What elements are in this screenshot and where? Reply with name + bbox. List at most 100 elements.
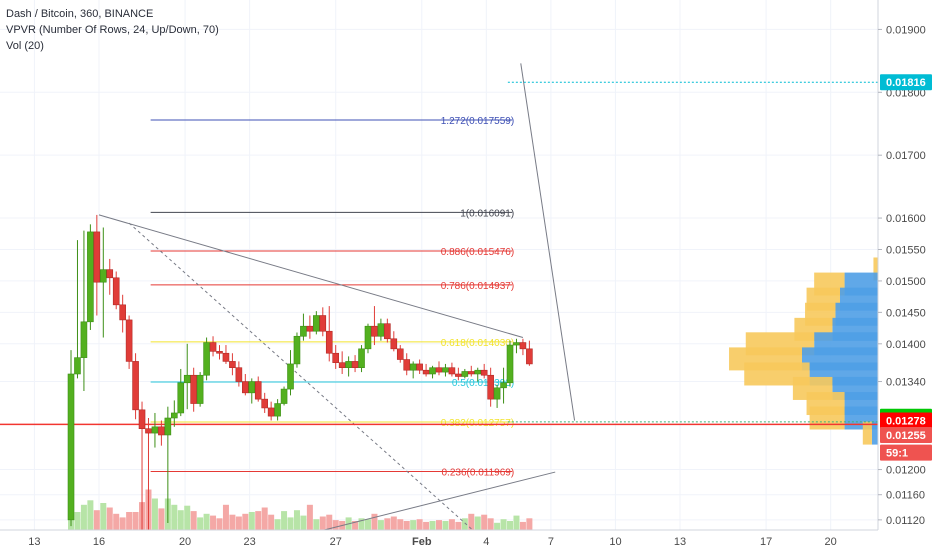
candle-body — [461, 371, 469, 377]
volume-bar — [261, 507, 268, 530]
candle-body — [351, 361, 359, 368]
vpvr-up — [871, 421, 878, 445]
candle-body — [280, 388, 288, 404]
vpvr-down — [873, 257, 878, 281]
price-badge — [880, 74, 932, 91]
price-tick-label: 0.01200 — [886, 465, 926, 477]
volume-bar — [190, 511, 197, 530]
volume-bar — [384, 518, 391, 530]
candle-body — [67, 373, 75, 521]
price-tick-label: 0.01550 — [886, 244, 926, 256]
candle-body — [80, 321, 88, 358]
time-tick-label: 27 — [330, 536, 342, 548]
price-tick-label: 0.01700 — [886, 150, 926, 162]
candle-body — [254, 381, 262, 400]
candle-body — [403, 359, 411, 371]
volume-bar — [203, 513, 210, 530]
volume-bar — [80, 504, 87, 530]
candle-body — [377, 323, 385, 337]
candle-body — [158, 426, 165, 436]
legend-symbol[interactable]: Dash / Bitcoin, 360, BINANCE — [6, 8, 154, 20]
candle-body — [287, 363, 294, 390]
grid-lines — [0, 0, 878, 530]
candle-body — [196, 374, 204, 404]
volume-bar — [371, 513, 378, 530]
candle-body — [132, 361, 139, 411]
volume-bar — [93, 510, 100, 530]
candle-body — [455, 373, 462, 377]
price-badge — [880, 444, 932, 461]
volume-bar — [507, 521, 514, 530]
volume-bar — [197, 517, 204, 530]
trendlines — [98, 63, 576, 550]
volume-bar — [242, 513, 249, 530]
volume-bar — [468, 513, 475, 530]
candle-body — [87, 231, 94, 323]
volume-bar — [119, 517, 126, 530]
volume-bar — [306, 504, 313, 530]
price-badge-label: 59:1 — [886, 448, 908, 460]
volume-bar — [332, 520, 339, 530]
volume-bar — [429, 521, 436, 530]
volume-bar — [513, 515, 520, 530]
candle-body — [390, 338, 398, 350]
price-badge — [880, 412, 932, 429]
candle-body — [435, 367, 443, 373]
volume-bar — [158, 508, 165, 530]
volume-bar — [216, 518, 223, 530]
legend-volume[interactable]: Vol (20) — [6, 40, 44, 52]
time-tick-label: 7 — [548, 536, 554, 548]
volume-bar — [210, 515, 217, 530]
candle-body — [235, 367, 243, 382]
fib-level-label: 0.5(0.013393) — [452, 378, 514, 389]
time-tick-label: 16 — [93, 536, 105, 548]
candle-body — [480, 369, 488, 376]
volume-bar — [184, 505, 191, 530]
candle-body — [422, 369, 430, 375]
time-tick-label: 23 — [244, 536, 256, 548]
candle-body — [319, 315, 327, 332]
candle-body — [300, 325, 307, 337]
candle-body — [474, 369, 482, 375]
volume-bar — [390, 516, 397, 530]
candle-body — [99, 269, 107, 283]
candle-body — [448, 367, 456, 375]
volume-bar — [448, 519, 455, 530]
volume-bar — [461, 518, 468, 530]
price-tick-label: 0.01900 — [886, 24, 926, 36]
candles — [67, 214, 533, 550]
volume-bar — [87, 500, 94, 530]
volume-bar — [403, 521, 410, 530]
candle-body — [164, 417, 172, 436]
volume-bar — [442, 521, 449, 530]
candle-body — [493, 387, 501, 400]
price-badge-label: 0.01816 — [886, 77, 926, 89]
price-badge — [880, 426, 932, 443]
volume-bar — [423, 521, 430, 530]
candle-body — [293, 335, 301, 365]
fib-level-label: 0.886(0.015476) — [441, 247, 514, 258]
time-tick-label: 13 — [674, 536, 686, 548]
price-tick-label: 0.01500 — [886, 276, 926, 288]
time-tick-label: 13 — [28, 536, 40, 548]
candle-body — [513, 342, 520, 346]
volume-bar — [319, 516, 326, 530]
time-tick-label: 17 — [760, 536, 772, 548]
volume-bar — [487, 518, 494, 530]
fib-level-label: 1(0.016091) — [460, 208, 514, 219]
candle-body — [242, 381, 249, 394]
volume-bar — [235, 516, 242, 530]
candle-body — [248, 381, 256, 394]
time-tick-label: 10 — [609, 536, 621, 548]
time-tick-label: 4 — [483, 536, 489, 548]
price-tick-label: 0.01120 — [886, 515, 925, 527]
volume-bar — [500, 519, 507, 530]
volume-bar — [248, 512, 255, 530]
candle-body — [371, 325, 378, 337]
time-tick-label: 20 — [825, 536, 837, 548]
legend-vpvr[interactable]: VPVR (Number Of Rows, 24, Up/Down, 70) — [6, 24, 219, 36]
volume-bar — [358, 518, 365, 530]
candle-body — [332, 352, 340, 363]
volume-bar — [494, 522, 501, 530]
